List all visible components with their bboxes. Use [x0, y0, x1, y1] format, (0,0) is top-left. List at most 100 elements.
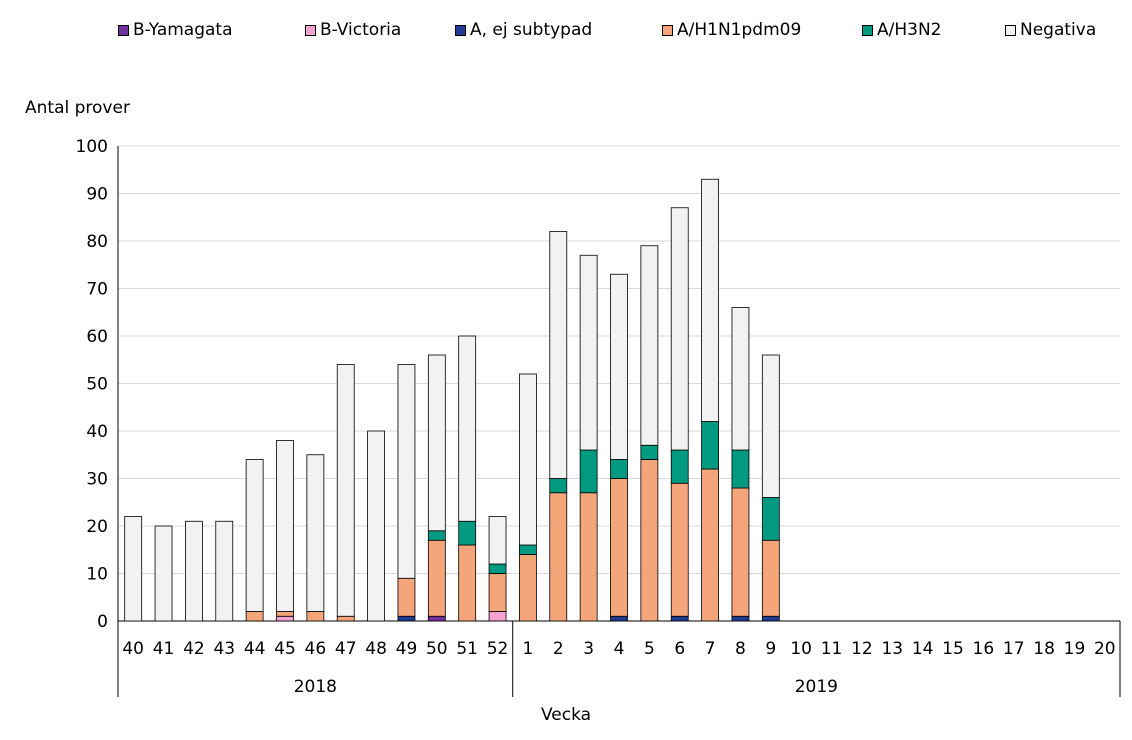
x-tick-label: 20	[1094, 639, 1116, 659]
y-tick-label: 50	[86, 375, 108, 395]
bar-segment	[488, 563, 507, 574]
x-axis-label: Vecka	[540, 705, 592, 725]
y-tick-label: 20	[86, 517, 108, 537]
bar-segment	[397, 364, 416, 579]
x-tick-label: 7	[705, 639, 716, 659]
x-tick-label: 51	[456, 639, 478, 659]
bar-segment	[761, 497, 780, 541]
bar-segment	[670, 482, 689, 617]
legend-label: A, ej subtypad	[470, 20, 593, 40]
bar-segment	[458, 544, 477, 622]
bar-segment	[640, 245, 659, 446]
year-group-label: 2018	[294, 677, 337, 697]
x-tick-label: 52	[487, 639, 509, 659]
bar-segment	[670, 207, 689, 451]
year-group-label: 2019	[795, 677, 838, 697]
bar-segment	[519, 373, 537, 546]
x-tick-label: 17	[1003, 639, 1025, 659]
legend-entry: Negativa	[1005, 20, 1096, 40]
x-tick-label: 41	[153, 639, 175, 659]
legend-entry: A, ej subtypad	[455, 20, 592, 40]
bar-segment	[761, 539, 780, 617]
bar-segment	[458, 335, 477, 522]
bar-segment	[519, 554, 537, 622]
y-tick-label: 100	[76, 137, 108, 157]
bar-segment	[640, 444, 659, 460]
bar-segment	[427, 354, 446, 532]
legend-label: B-Yamagata	[133, 20, 233, 40]
legend-swatch	[862, 24, 873, 36]
x-tick-label: 6	[674, 639, 685, 659]
bar-segment	[731, 449, 750, 489]
x-tick-label: 12	[851, 639, 873, 659]
bar-segment	[610, 478, 628, 617]
bar-segment	[610, 615, 628, 622]
bar-segment	[670, 449, 689, 484]
legend-label: Negativa	[1020, 20, 1097, 40]
x-tick-label: 9	[765, 639, 776, 659]
x-tick-label: 13	[881, 639, 903, 659]
y-tick-label: 10	[86, 565, 108, 585]
x-tick-label: 42	[183, 639, 205, 659]
bar-segment	[579, 254, 598, 451]
bar-segment	[458, 520, 477, 546]
x-tick-label: 11	[821, 639, 843, 659]
x-tick-label: 4	[614, 639, 625, 659]
bar-segment	[276, 615, 294, 622]
bar-segment	[610, 459, 628, 479]
legend-swatch	[662, 24, 673, 36]
bar-segment	[336, 615, 355, 622]
x-tick-label: 44	[244, 639, 266, 659]
y-tick-label: 40	[86, 422, 108, 442]
bar-segment	[245, 611, 264, 622]
bar-segment	[427, 539, 446, 617]
bar-segment	[519, 544, 537, 555]
legend-swatch	[118, 24, 129, 36]
bar-segment	[427, 615, 446, 622]
bar-segment	[427, 530, 446, 541]
x-tick-label: 1	[522, 639, 533, 659]
bar-segment	[488, 573, 507, 612]
legend-swatch	[1005, 24, 1016, 36]
bar-segment	[549, 492, 568, 622]
y-tick-label: 70	[86, 280, 108, 300]
bar-segment	[306, 454, 325, 612]
bar-segment	[488, 516, 507, 565]
bar-segment	[549, 478, 568, 494]
x-tick-label: 45	[274, 639, 296, 659]
x-tick-label: 14	[912, 639, 934, 659]
x-tick-label: 15	[942, 639, 964, 659]
bar-segment	[549, 231, 568, 479]
legend-label: A/H3N2	[877, 20, 942, 40]
bar-segment	[761, 354, 780, 498]
legend-label: B-Victoria	[320, 20, 402, 40]
x-tick-label: 43	[213, 639, 235, 659]
bar-segment	[731, 615, 750, 622]
bar-segment	[761, 615, 780, 622]
legend-swatch	[305, 24, 316, 36]
bar-segment	[306, 611, 325, 622]
legend-entry: B-Victoria	[305, 20, 401, 40]
legend-entry: A/H3N2	[862, 20, 942, 40]
y-tick-label: 60	[86, 327, 108, 347]
bar-segment	[488, 611, 507, 622]
bar-segment	[701, 178, 719, 422]
bar-segment	[397, 577, 416, 617]
x-tick-label: 47	[335, 639, 357, 659]
bar-segment	[610, 273, 628, 460]
y-tick-label: 0	[97, 612, 108, 632]
x-tick-label: 19	[1064, 639, 1086, 659]
bar-segment	[276, 440, 294, 612]
bar-segment	[670, 615, 689, 622]
legend-entry: A/H1N1pdm09	[662, 20, 801, 40]
x-tick-label: 18	[1033, 639, 1055, 659]
x-tick-label: 40	[122, 639, 144, 659]
bar-segment	[640, 459, 659, 622]
bar-segment	[731, 487, 750, 617]
x-tick-label: 46	[305, 639, 327, 659]
y-tick-label: 90	[86, 185, 108, 205]
x-tick-label: 48	[365, 639, 387, 659]
x-tick-label: 16	[973, 639, 995, 659]
